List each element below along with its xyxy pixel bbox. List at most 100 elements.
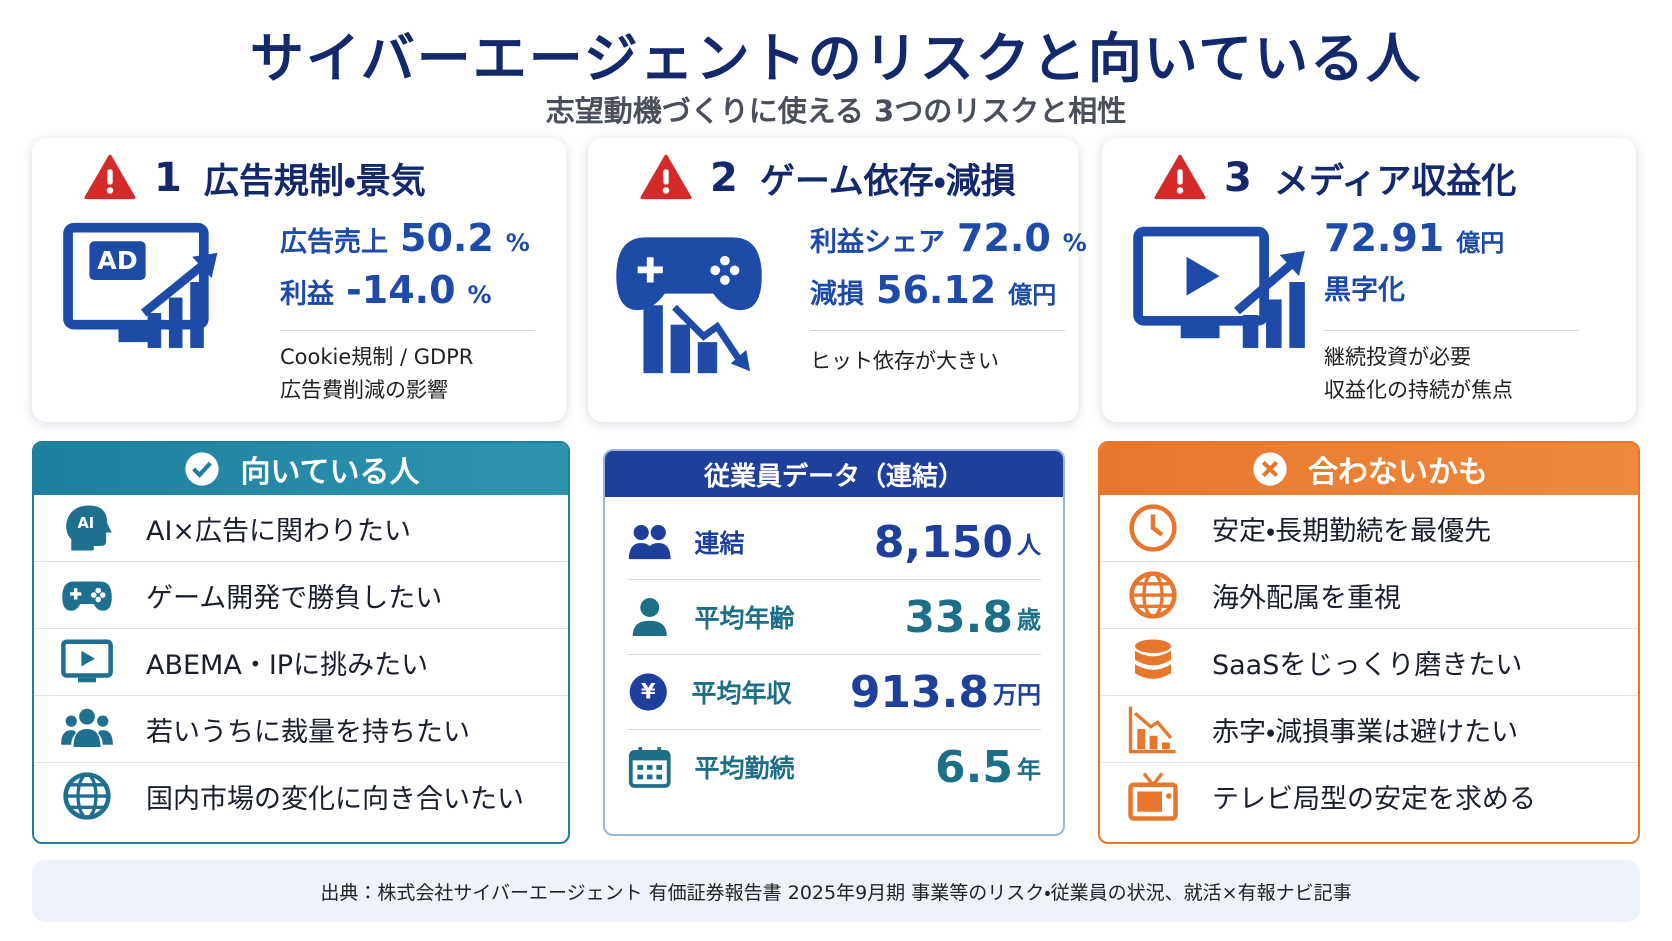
icon-shape xyxy=(118,324,154,343)
icon-shape xyxy=(637,774,644,780)
risk-title: ゲーム依存・減損 xyxy=(759,161,1016,202)
employee-label: 平均年収 xyxy=(691,679,792,708)
employee-label: 連結 xyxy=(694,529,745,558)
icon-shape xyxy=(697,342,718,374)
icon-shape xyxy=(646,765,653,770)
title: サイバーエージェントのリスクと向いている人 xyxy=(249,27,1423,90)
warning-icon xyxy=(640,154,692,200)
icon-shape xyxy=(662,187,670,194)
stat-row: 利益 -14.0% xyxy=(280,268,535,320)
icon-shape xyxy=(1135,639,1171,653)
icon-shape xyxy=(66,505,112,551)
employee-rows: 連結 8,150 人平均年齢 33.8 歳 ¥ 平均年収 913.8 万円 平均勤続 6.5 年 xyxy=(605,505,1063,804)
employee-value: 913.8 xyxy=(849,666,989,718)
employee-value: 33.8 xyxy=(904,591,1013,643)
row-icon xyxy=(1129,571,1177,619)
stat-unit: % xyxy=(505,229,530,257)
stat-unit: % xyxy=(1062,229,1087,257)
icon-shape xyxy=(632,620,667,636)
list-text: 国内市場の変化に向き合いたい xyxy=(146,783,524,815)
risk-number: 3 xyxy=(1224,155,1252,201)
stat-unit: % xyxy=(467,281,492,309)
warning-icon xyxy=(84,154,136,200)
row-icon xyxy=(632,598,667,636)
icon-shape xyxy=(1150,514,1164,537)
list-text: テレビ局型の安定を求める xyxy=(1212,783,1536,815)
icon-shape xyxy=(1128,706,1176,754)
icon-shape xyxy=(637,765,644,770)
stat-unit: 億円 xyxy=(1456,229,1505,257)
icon-shape xyxy=(89,241,146,281)
icon-shape xyxy=(95,587,102,594)
stat-value: -14.0 xyxy=(346,268,456,312)
icon-shape xyxy=(633,524,649,541)
list-row: 赤字・減損事業は避けたい xyxy=(1100,696,1638,763)
icon-shape xyxy=(61,639,113,678)
employee-row: 連結 8,150 人 xyxy=(627,505,1041,580)
risk-note: Cookie規制 / GDPR xyxy=(280,345,474,369)
icon-shape xyxy=(168,297,183,348)
row-icon xyxy=(1129,504,1177,552)
stat-value: 50.2 xyxy=(400,216,494,260)
employee-value: 6.5 xyxy=(935,741,1013,793)
icon-label: ¥ xyxy=(641,680,656,705)
warning-icon xyxy=(1154,154,1206,200)
icon-shape xyxy=(637,765,663,780)
employee-unit: 万円 xyxy=(993,680,1041,709)
unsuited-panel: 合わないかも 安定・長期勤続を最優先 海外配属を重視 SaaSをじっくり磨きたい 赤字・… xyxy=(1098,441,1640,844)
employee-unit: 歳 xyxy=(1017,605,1041,634)
icon-shape xyxy=(140,259,209,317)
risk-number: 2 xyxy=(710,155,738,201)
risk-title: メディア収益化 xyxy=(1273,161,1517,202)
employee-row: 平均勤続 6.5 年 xyxy=(627,730,1041,804)
row-icon: ¥ xyxy=(629,673,667,711)
icon-shape xyxy=(720,275,730,285)
stat-value: 72.91 xyxy=(1324,216,1445,260)
row-icon xyxy=(61,708,113,747)
list-text: 海外配属を重視 xyxy=(1212,582,1401,614)
row-icon xyxy=(63,772,111,820)
employee-panel: 従業員データ（連結） 連結 8,150 人平均年齢 33.8 歳 ¥ 平均年収 913.8 万円平… xyxy=(603,449,1065,836)
risk-stats: 72.91 億円 黒字化 継続投資が必要 収益化の持続が焦点 xyxy=(1324,216,1579,407)
icon-shape xyxy=(1176,187,1184,194)
icon-label: AD xyxy=(97,246,137,275)
employee-label: 平均勤続 xyxy=(694,754,795,783)
icon-shape xyxy=(656,765,663,770)
list-text: 赤字・減損事業は避けたい xyxy=(1212,716,1519,748)
icon-shape xyxy=(1131,582,1175,608)
risk-header: 3 メディア収益化 xyxy=(1152,152,1516,204)
icon-shape xyxy=(628,749,671,788)
icon-shape xyxy=(628,542,671,560)
panel-header: 従業員データ（連結） xyxy=(605,451,1063,497)
list-text: ABEMA・IPに挑みたい xyxy=(146,649,429,681)
list-row: 海外配属を重視 xyxy=(1100,562,1638,629)
icon-shape xyxy=(90,592,97,598)
risk-card: 3 メディア収益化 72.91 億円 黒字化 継続投資が必要 収益化の持続が焦点 xyxy=(1102,138,1636,422)
icon-shape xyxy=(185,452,220,486)
icon-shape xyxy=(1142,772,1164,788)
list-row: 安定・長期勤続を最優先 xyxy=(1100,495,1638,562)
row-icon xyxy=(61,639,113,683)
icon-shape xyxy=(1186,256,1220,296)
icon-shape xyxy=(1289,282,1305,348)
stat-row: 利益シェア 72.0% xyxy=(810,216,1087,268)
icon-shape xyxy=(646,774,653,780)
icon-shape xyxy=(730,349,751,372)
stat-label: 利益シェア xyxy=(810,227,945,258)
panel-title: 従業員データ（連結） xyxy=(703,461,964,492)
icon-shape xyxy=(656,774,663,780)
icon-shape xyxy=(61,730,113,745)
risk-title: 広告規制・景気 xyxy=(203,161,426,202)
panel-header: 向いている人 xyxy=(34,443,568,495)
icon-shape xyxy=(670,324,690,374)
risk-stats: 広告売上 50.2% 利益 -14.0% Cookie規制 / GDPR 広告費削減の影響 xyxy=(280,216,535,407)
icon-shape xyxy=(70,588,82,600)
icon-shape xyxy=(1162,742,1170,750)
icon-shape xyxy=(106,187,114,194)
list-text: 安定・長期勤続を最優先 xyxy=(1212,515,1492,547)
icon-shape xyxy=(63,222,209,330)
icon-shape xyxy=(1242,314,1259,348)
icon-shape xyxy=(99,592,106,598)
